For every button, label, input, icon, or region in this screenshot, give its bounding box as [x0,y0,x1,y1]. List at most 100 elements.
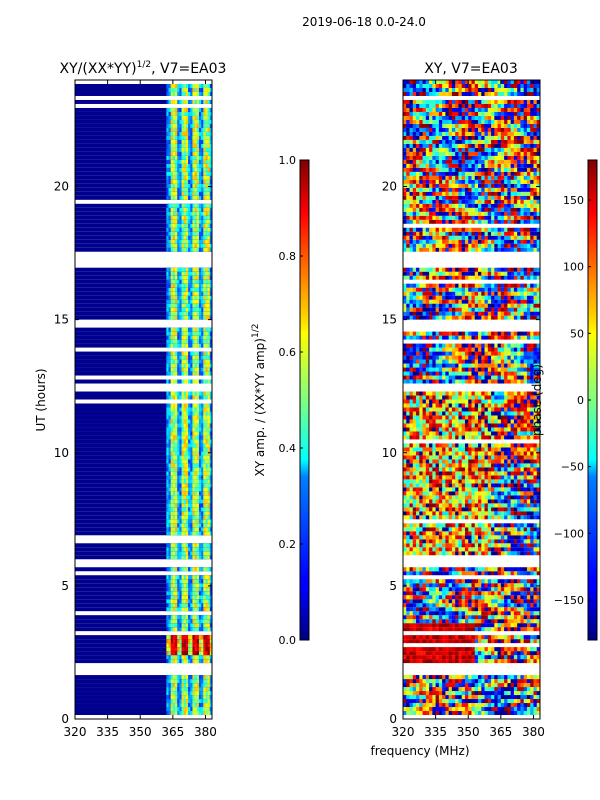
phase-cell [510,639,515,644]
phase-cell [471,511,476,516]
phase-cell [468,571,472,576]
phase-cell [481,591,486,596]
amplitude-cell [185,467,189,472]
amplitude-cell [177,499,180,504]
phase-cell [484,583,489,588]
amplitude-cell [207,127,211,132]
phase-cell [445,511,450,516]
amplitude-cell [175,435,178,440]
phase-cell [403,579,407,584]
amplitude-cell [185,91,189,96]
phase-cell [406,607,411,612]
phase-cell [464,535,469,540]
amplitude-cell [192,707,196,712]
amplitude-cell [170,311,174,316]
amplitude-cell [170,687,174,692]
phase-cell [520,607,525,612]
phase-cell [435,703,440,708]
amplitude-cell [201,343,204,348]
amplitude-cell [181,379,185,384]
phase-cell [494,699,499,704]
phase-cell [497,583,502,588]
phase-cell [494,495,499,500]
amplitude-cell [168,579,172,584]
amplitude-cell [205,111,209,116]
phase-cell [468,611,472,616]
amplitude-cell [172,183,176,188]
amplitude-cell [170,219,174,224]
amplitude-cell [188,691,191,696]
amplitude-cell [183,87,187,92]
phase-cell [422,535,427,540]
phase-cell [478,639,482,644]
amplitude-cell [201,643,204,648]
phase-cell [478,683,482,688]
amplitude-cell [203,635,206,640]
phase-cell [464,683,469,688]
phase-cell [468,507,472,512]
phase-cell [513,583,518,588]
amplitude-cell [181,619,185,624]
phase-cell [536,507,540,512]
phase-cell [429,515,433,520]
amplitude-cell [185,655,189,660]
amplitude-cell [181,315,185,320]
amplitude-cell [168,507,172,512]
amplitude-cell [209,635,212,640]
amplitude-cell [166,291,170,296]
amplitude-cell [188,683,191,688]
phase-cell [491,487,495,492]
amplitude-cell [205,355,209,360]
phase-cell [500,623,505,628]
phase-cell [432,599,437,604]
amplitude-cell [194,311,198,316]
amplitude-cell [209,583,212,588]
phase-cell [478,707,482,712]
amplitude-cell [188,495,191,500]
amplitude-cell [175,655,178,660]
phase-cell [451,683,456,688]
amplitude-cell [170,295,174,300]
amplitude-cell [190,139,193,144]
amplitude-cell [166,395,170,400]
amplitude-cell [205,451,209,456]
phase-cell [409,699,414,704]
amplitude-row [75,115,212,120]
amplitude-cell [175,615,178,620]
amplitude-cell [194,435,198,440]
phase-cell [500,711,505,716]
phase-cell [468,583,472,588]
phase-cell [416,531,420,536]
amplitude-cell [192,703,196,708]
amplitude-cell [205,655,209,660]
phase-cell [451,543,456,548]
phase-cell [487,499,492,504]
amplitude-cell [207,307,211,312]
phase-cell [412,699,417,704]
phase-cell [468,531,472,536]
phase-cell [497,535,502,540]
amplitude-cell [170,343,174,348]
phase-cell [517,595,521,600]
amplitude-cell [205,703,209,708]
phase-cell [497,527,502,532]
phase-cell [481,607,486,612]
amplitude-cell [179,403,183,408]
amplitude-cell [172,275,176,280]
phase-cell [406,491,411,496]
amplitude-cell [168,603,172,608]
amplitude-cell [175,463,178,468]
phase-cell [523,619,528,624]
amplitude-cell [201,575,204,580]
amplitude-cell [194,603,198,608]
phase-cell [448,699,453,704]
phase-cell [458,507,463,512]
phase-cell [494,543,499,548]
amplitude-row [75,615,212,620]
amplitude-cell [172,595,176,600]
phase-cell [494,655,499,660]
phase-cell [448,639,453,644]
amplitude-cell [179,195,183,200]
amplitude-cell [183,131,187,136]
amplitude-cell [177,439,180,444]
